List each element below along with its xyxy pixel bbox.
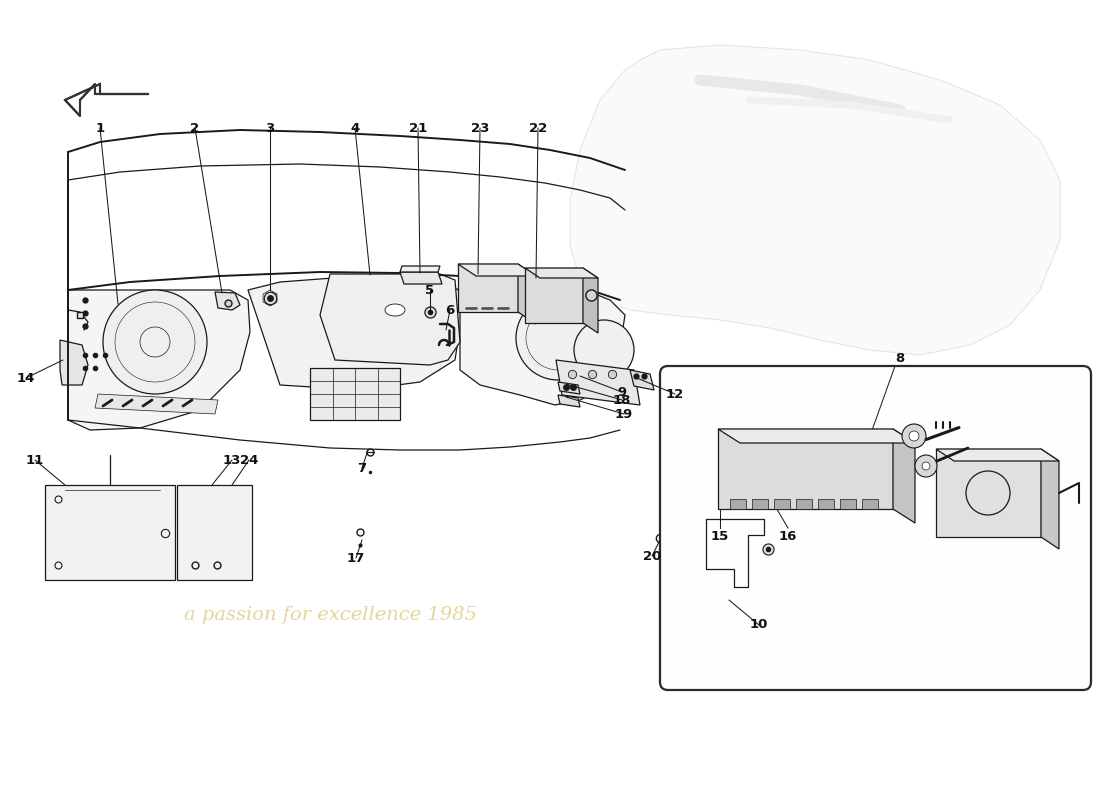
Text: 16: 16	[779, 530, 798, 542]
Polygon shape	[65, 84, 148, 116]
Polygon shape	[730, 499, 746, 509]
Text: a passion for excellence 1985: a passion for excellence 1985	[184, 606, 476, 624]
Text: 17: 17	[346, 551, 365, 565]
Text: 15: 15	[711, 530, 729, 542]
Polygon shape	[558, 382, 580, 394]
Circle shape	[902, 424, 926, 448]
Polygon shape	[518, 264, 536, 324]
Polygon shape	[400, 272, 442, 284]
Text: 5: 5	[426, 283, 434, 297]
Polygon shape	[556, 360, 640, 405]
Polygon shape	[214, 292, 240, 310]
Text: 21: 21	[409, 122, 427, 134]
Polygon shape	[774, 499, 790, 509]
Polygon shape	[796, 499, 812, 509]
Polygon shape	[786, 528, 802, 610]
Polygon shape	[177, 485, 252, 580]
Text: 23: 23	[471, 122, 490, 134]
Polygon shape	[583, 268, 598, 333]
Text: 19: 19	[615, 407, 634, 421]
Polygon shape	[45, 485, 175, 580]
Text: 11: 11	[26, 454, 44, 466]
Text: 2: 2	[190, 122, 199, 134]
Text: 4: 4	[351, 122, 360, 134]
Circle shape	[922, 462, 930, 470]
Polygon shape	[248, 276, 465, 390]
Text: 7: 7	[358, 462, 366, 474]
Text: 12: 12	[666, 387, 684, 401]
Polygon shape	[558, 395, 580, 407]
Text: 1: 1	[96, 122, 104, 134]
Polygon shape	[320, 274, 460, 365]
Polygon shape	[525, 268, 598, 278]
Polygon shape	[68, 290, 250, 430]
Text: 8: 8	[895, 353, 904, 366]
Polygon shape	[672, 528, 786, 600]
Polygon shape	[862, 499, 878, 509]
Polygon shape	[936, 449, 1041, 537]
Polygon shape	[630, 370, 654, 390]
Polygon shape	[60, 340, 88, 385]
Polygon shape	[840, 499, 856, 509]
Ellipse shape	[385, 304, 405, 316]
Polygon shape	[936, 449, 1059, 461]
Text: 6: 6	[446, 303, 454, 317]
Text: 24: 24	[240, 454, 258, 466]
Polygon shape	[752, 499, 768, 509]
Text: 14: 14	[16, 371, 35, 385]
Circle shape	[915, 455, 937, 477]
Circle shape	[103, 290, 207, 394]
Polygon shape	[525, 268, 583, 323]
Polygon shape	[95, 394, 218, 414]
Polygon shape	[1041, 449, 1059, 549]
Text: 10: 10	[750, 618, 768, 631]
Circle shape	[516, 296, 600, 380]
Circle shape	[574, 320, 634, 380]
Text: 18: 18	[613, 394, 631, 406]
Text: 22: 22	[529, 122, 547, 134]
Polygon shape	[458, 264, 536, 276]
Circle shape	[909, 431, 918, 441]
FancyBboxPatch shape	[660, 366, 1091, 690]
Polygon shape	[460, 276, 625, 405]
Text: 3: 3	[265, 122, 275, 134]
Polygon shape	[818, 499, 834, 509]
Polygon shape	[310, 368, 400, 420]
Polygon shape	[718, 429, 915, 443]
Polygon shape	[458, 264, 518, 312]
Text: 9: 9	[617, 386, 627, 398]
Text: 13: 13	[223, 454, 241, 466]
Text: 20: 20	[642, 550, 661, 562]
Polygon shape	[893, 429, 915, 523]
Polygon shape	[400, 266, 440, 272]
Polygon shape	[718, 429, 893, 509]
Polygon shape	[570, 45, 1060, 355]
